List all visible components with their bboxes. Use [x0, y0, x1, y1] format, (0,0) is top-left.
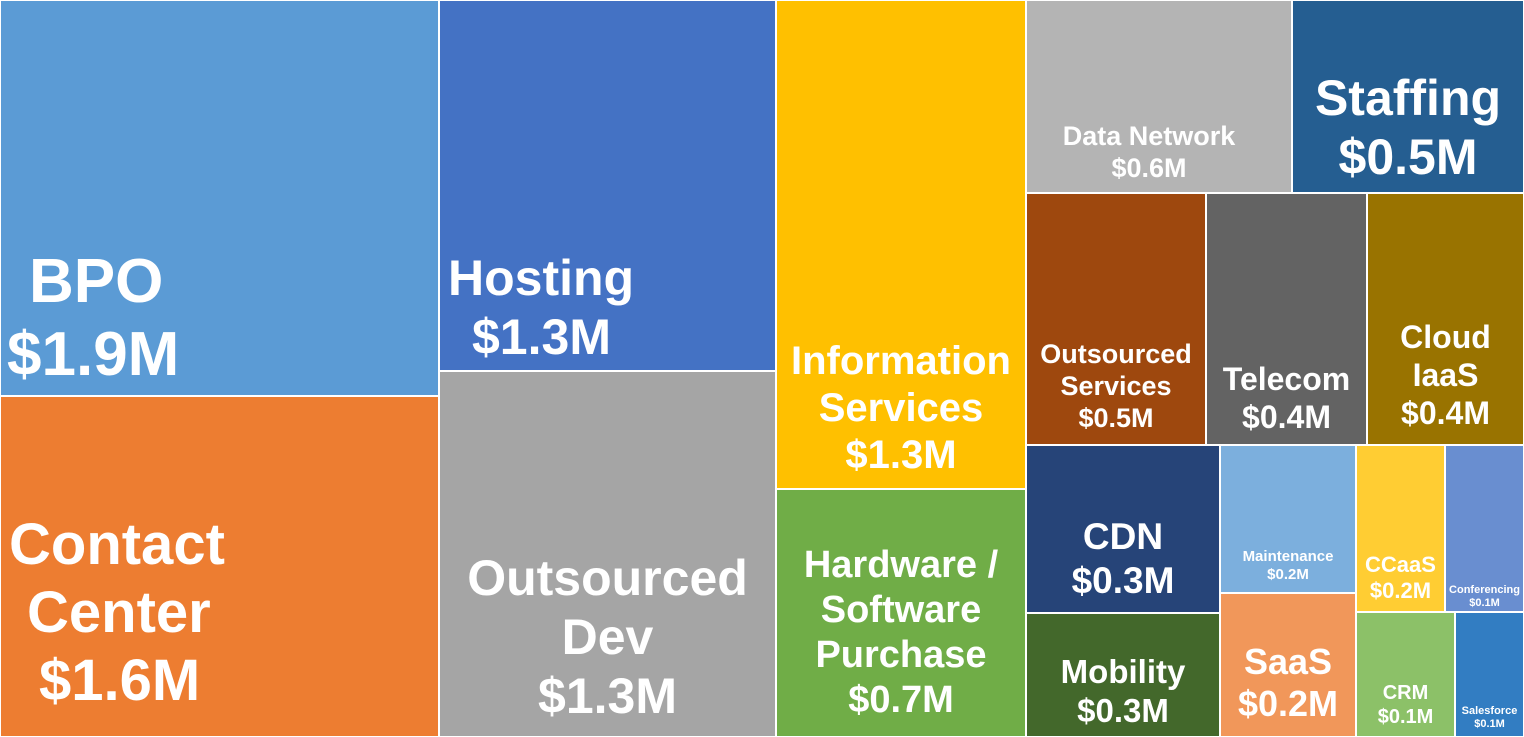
treemap-tile-cdn: CDN $0.3M — [1026, 445, 1220, 613]
treemap-label-telecom: Telecom $0.4M — [1207, 363, 1366, 439]
tile-name-label: Contact — [9, 512, 225, 577]
tile-value-label: $1.9M — [7, 320, 180, 389]
treemap-tile-crm: CRM $0.1M — [1356, 612, 1455, 737]
treemap-tile-saas: SaaS $0.2M — [1220, 593, 1356, 737]
tile-value-label: $0.4M — [1401, 395, 1490, 431]
tile-name-label: CRM — [1382, 682, 1429, 704]
tile-name-label: Data Network — [1062, 121, 1236, 151]
tile-name-label: Conferencing — [1449, 584, 1520, 596]
treemap-label-information-services: Information Services $1.3M — [777, 341, 1025, 482]
tile-name-label: Telecom — [1222, 361, 1351, 397]
treemap-label-salesforce: Salesforce $0.1M — [1456, 706, 1523, 732]
tile-name-label: Cloud — [1400, 319, 1491, 355]
treemap-tile-contact-center: Contact Center $1.6M — [0, 396, 439, 737]
tile-value-label: $0.2M — [1267, 566, 1309, 583]
tile-value-label: $0.1M — [1469, 597, 1500, 609]
treemap-tile-bpo: BPO $1.9M — [0, 0, 439, 396]
tile-name-label: Center — [27, 580, 211, 645]
treemap-label-mobility: Mobility $0.3M — [1027, 655, 1219, 733]
tile-value-label: $0.5M — [1338, 129, 1478, 185]
treemap-label-outsourced-dev: Outsourced Dev $1.3M — [440, 553, 775, 730]
treemap-label-crm: CRM $0.1M — [1357, 683, 1454, 731]
treemap-tile-outsourced-services: Outsourced Services $0.5M — [1026, 193, 1206, 445]
treemap-tile-outsourced-dev: Outsourced Dev $1.3M — [439, 371, 776, 737]
treemap-label-data-network: Data Network $0.6M — [1027, 121, 1291, 187]
treemap-label-contact-center: Contact Center $1.6M — [9, 516, 438, 720]
treemap-tile-staffing: Staffing $0.5M — [1292, 0, 1524, 193]
treemap-tile-data-network: Data Network $0.6M — [1026, 0, 1292, 193]
treemap-label-outsourced-services: Outsourced Services $0.5M — [1027, 341, 1205, 437]
tile-name-label: Dev — [561, 609, 654, 665]
tile-name-label: Outsourced — [467, 550, 748, 606]
treemap-tile-mobility: Mobility $0.3M — [1026, 613, 1220, 737]
treemap-label-conferencing: Conferencing $0.1M — [1446, 585, 1523, 611]
treemap-tile-hosting: Hosting $1.3M — [439, 0, 776, 371]
tile-value-label: $0.1M — [1474, 718, 1505, 730]
tile-value-label: $0.2M — [1237, 683, 1339, 724]
treemap-label-maintenance: Maintenance $0.2M — [1221, 549, 1355, 585]
treemap-label-cloud-iaas: Cloud IaaS $0.4M — [1368, 321, 1523, 435]
treemap-label-saas: SaaS $0.2M — [1221, 644, 1355, 728]
tile-value-label: $0.2M — [1369, 578, 1432, 603]
treemap-tile-cloud-iaas: Cloud IaaS $0.4M — [1367, 193, 1524, 445]
treemap-label-hosting: Hosting $1.3M — [448, 250, 775, 370]
tile-name-label: Services — [818, 386, 984, 430]
tile-name-label: Hosting — [448, 250, 635, 306]
tile-name-label: Services — [1060, 371, 1172, 401]
tile-name-label: CDN — [1082, 516, 1164, 557]
tile-name-label: Outsourced — [1040, 339, 1192, 369]
tile-value-label: $0.6M — [1111, 153, 1187, 183]
treemap-tile-conferencing: Conferencing $0.1M — [1445, 445, 1524, 612]
tile-name-label: SaaS — [1243, 641, 1333, 682]
treemap-tile-telecom: Telecom $0.4M — [1206, 193, 1367, 445]
treemap-tile-salesforce: Salesforce $0.1M — [1455, 612, 1524, 737]
tile-name-label: Hardware / — [803, 544, 999, 586]
tile-name-label: CCaaS — [1365, 552, 1436, 577]
treemap-label-hardware-software-purchase: Hardware / Software Purchase $0.7M — [777, 546, 1025, 726]
treemap-tile-hardware-software-purchase: Hardware / Software Purchase $0.7M — [776, 489, 1026, 737]
tile-value-label: $1.3M — [845, 433, 957, 477]
treemap-label-staffing: Staffing $0.5M — [1293, 73, 1523, 191]
tile-name-label: Mobility — [1060, 653, 1186, 690]
tile-value-label: $1.3M — [538, 668, 677, 724]
tile-value-label: $0.5M — [1078, 403, 1154, 433]
tile-value-label: $1.3M — [472, 309, 611, 365]
tile-value-label: $0.7M — [848, 679, 954, 721]
tile-value-label: $0.3M — [1077, 692, 1169, 729]
tile-name-label: IaaS — [1412, 357, 1479, 393]
treemap-tile-information-services: Information Services $1.3M — [776, 0, 1026, 489]
tile-name-label: Maintenance — [1242, 548, 1334, 565]
tile-name-label: BPO — [29, 247, 164, 316]
treemap-label-bpo: BPO $1.9M — [7, 247, 438, 395]
treemap-label-cdn: CDN $0.3M — [1027, 518, 1219, 606]
tile-value-label: $0.4M — [1242, 399, 1331, 435]
treemap-label-ccaas: CCaaS $0.2M — [1357, 554, 1444, 606]
tile-name-label: Salesforce — [1461, 705, 1518, 717]
tile-name-label: Information — [791, 339, 1011, 383]
treemap-tile-maintenance: Maintenance $0.2M — [1220, 445, 1356, 593]
tile-value-label: $0.3M — [1071, 560, 1175, 601]
tile-name-label: Software — [820, 589, 982, 631]
tile-name-label: Purchase — [815, 634, 987, 676]
tile-value-label: $1.6M — [39, 648, 201, 713]
tile-name-label: Staffing — [1314, 70, 1502, 126]
treemap-tile-ccaas: CCaaS $0.2M — [1356, 445, 1445, 612]
tile-value-label: $0.1M — [1377, 706, 1434, 728]
